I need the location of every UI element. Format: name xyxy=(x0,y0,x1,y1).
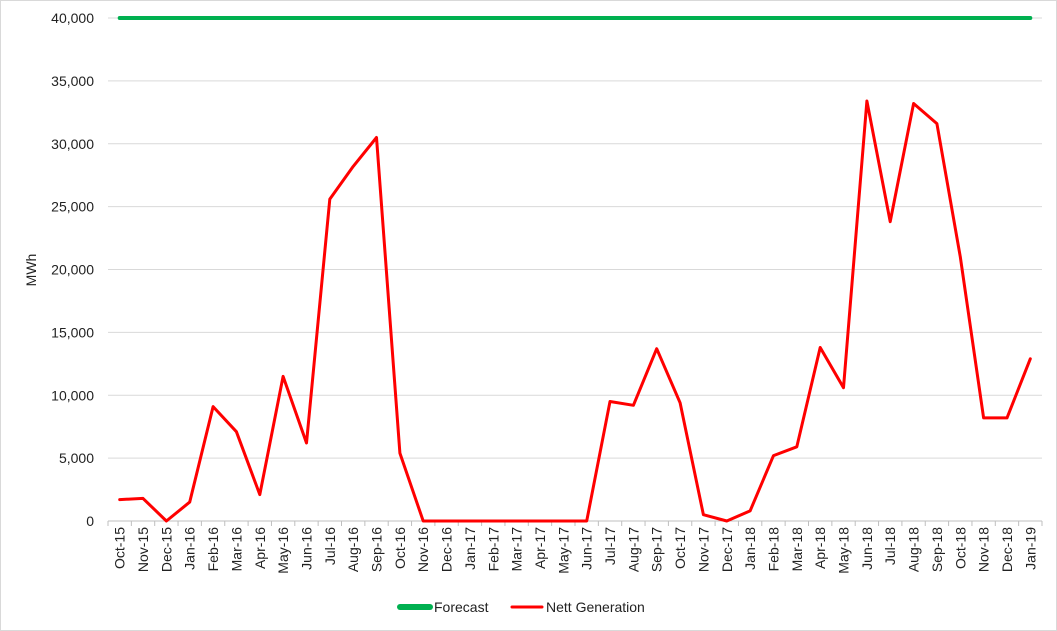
x-tick-label: Apr-18 xyxy=(812,527,828,569)
gridlines xyxy=(108,17,1042,522)
x-tick-label: Sep-18 xyxy=(929,527,945,572)
x-tick-label: Jan-17 xyxy=(462,527,478,570)
y-tick-label: 40,000 xyxy=(51,10,94,26)
x-tick-label: May-18 xyxy=(836,527,852,574)
x-tick-label: Aug-17 xyxy=(625,527,641,572)
x-tick-label: Dec-15 xyxy=(158,527,174,572)
x-tick-label: Dec-16 xyxy=(439,527,455,572)
y-tick-label: 15,000 xyxy=(51,324,94,340)
x-tick-label: Aug-16 xyxy=(345,527,361,572)
x-tick-label: Mar-16 xyxy=(228,527,244,572)
x-tick-label: Jul-16 xyxy=(322,527,338,565)
y-tick-label: 35,000 xyxy=(51,73,94,89)
x-tick-label: Oct-17 xyxy=(672,527,688,569)
legend-label: Forecast xyxy=(434,599,489,615)
x-tick-label: Jan-18 xyxy=(742,527,758,570)
x-axis: Oct-15 Nov-15 Dec-15 Jan-16 Feb-16 Mar-16 Apr-… xyxy=(107,521,1043,574)
x-tick-label: Dec-17 xyxy=(719,527,735,572)
y-tick-label: 30,000 xyxy=(51,136,94,152)
x-tick-label: Nov-15 xyxy=(135,527,151,572)
y-tick-label: 0 xyxy=(86,513,94,529)
y-tick-label: 20,000 xyxy=(51,262,94,278)
x-tick-label: Oct-16 xyxy=(392,527,408,569)
x-tick-label: Jan-16 xyxy=(182,527,198,570)
x-tick-label: Nov-18 xyxy=(976,527,992,572)
x-tick-label: Nov-17 xyxy=(695,527,711,572)
x-tick-label: Jan-19 xyxy=(1022,527,1038,570)
x-tick-label: Feb-18 xyxy=(765,527,781,572)
x-tick-label: Oct-18 xyxy=(952,527,968,569)
x-tick-label: Aug-18 xyxy=(906,527,922,572)
x-tick-label: Dec-18 xyxy=(999,527,1015,572)
x-tick-label: Jul-17 xyxy=(602,527,618,565)
y-tick-label: 25,000 xyxy=(51,199,94,215)
x-tick-label: Jun-18 xyxy=(859,527,875,570)
x-tick-label: May-17 xyxy=(555,527,571,574)
legend: Forecast Nett Generation xyxy=(397,599,645,615)
legend-label: Nett Generation xyxy=(546,599,645,615)
y-tick-label: 5,000 xyxy=(59,450,94,466)
x-tick-label: Sep-16 xyxy=(369,527,385,572)
x-tick-label: Mar-18 xyxy=(789,527,805,572)
x-tick-label: Nov-16 xyxy=(415,527,431,572)
x-tick-label: Apr-17 xyxy=(532,527,548,569)
x-tick-label: Feb-16 xyxy=(205,527,221,572)
x-tick-label: Jun-16 xyxy=(298,527,314,570)
x-tick-label: Mar-17 xyxy=(509,527,525,572)
x-tick-label: Feb-17 xyxy=(485,527,501,572)
x-tick-label: Jul-18 xyxy=(882,527,898,565)
series-lines xyxy=(117,16,1033,523)
y-tick-label: 10,000 xyxy=(51,387,94,403)
y-axis: 0 5,000 10,000 15,000 20,000 25,000 30,000 35,0… xyxy=(51,10,94,529)
x-tick-label: Jun-17 xyxy=(579,527,595,570)
x-tick-label: Apr-16 xyxy=(252,527,268,569)
x-tick-label: Oct-15 xyxy=(112,527,128,569)
x-tick-label: May-16 xyxy=(275,527,291,574)
series-line-nett-generation xyxy=(118,99,1032,523)
y-axis-title: MWh xyxy=(23,254,39,287)
x-tick-label: Sep-17 xyxy=(649,527,665,572)
